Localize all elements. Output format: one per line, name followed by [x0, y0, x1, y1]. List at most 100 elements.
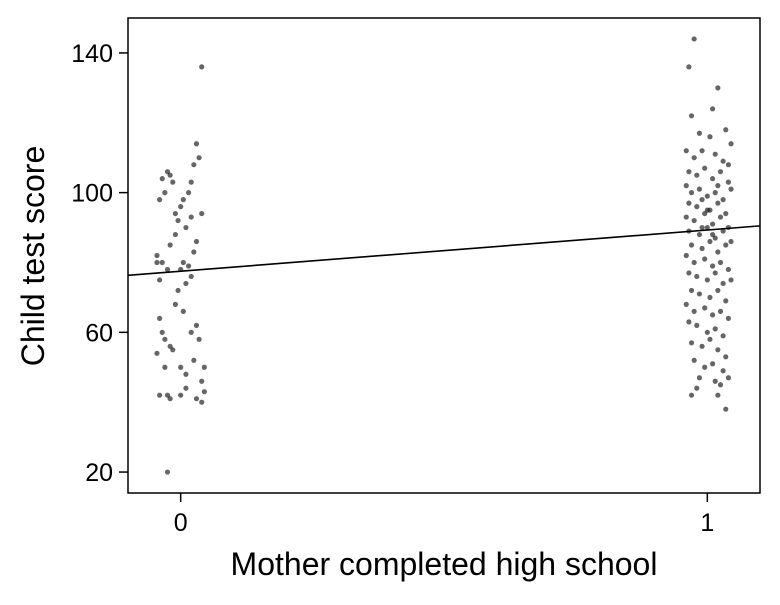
data-point-group-0 — [154, 350, 160, 356]
data-point-group-0 — [193, 141, 200, 147]
data-point-group-0 — [162, 190, 168, 196]
data-point-group-0 — [191, 249, 197, 255]
data-point-group-1 — [707, 238, 713, 245]
data-point-group-0 — [175, 217, 181, 224]
data-point-group-1 — [720, 368, 726, 374]
data-point-group-1 — [688, 242, 695, 248]
data-point-group-1 — [707, 134, 713, 140]
data-point-group-1 — [712, 378, 718, 384]
data-point-group-1 — [715, 85, 721, 91]
data-point-group-1 — [725, 266, 732, 273]
data-point-group-1 — [688, 190, 695, 196]
data-point-group-1 — [699, 197, 705, 203]
data-point-group-1 — [696, 231, 703, 238]
y-tick-label: 20 — [85, 459, 113, 487]
data-point-group-0 — [199, 64, 205, 70]
data-point-group-0 — [180, 197, 186, 203]
data-point-group-0 — [167, 396, 173, 402]
data-point-group-0 — [185, 190, 192, 196]
data-point-group-0 — [164, 469, 171, 475]
data-points — [154, 36, 734, 475]
data-point-group-0 — [199, 399, 205, 405]
data-point-group-0 — [172, 301, 178, 307]
data-point-group-1 — [704, 277, 710, 283]
y-axis: 20 60 100 140 — [71, 40, 128, 487]
data-point-group-1 — [696, 130, 703, 136]
data-point-group-1 — [694, 385, 700, 391]
data-point-group-1 — [723, 406, 729, 412]
data-point-group-1 — [694, 273, 700, 280]
data-point-group-0 — [162, 364, 168, 370]
y-tick-label: 100 — [71, 180, 113, 208]
data-point-group-1 — [696, 291, 703, 297]
data-point-group-0 — [196, 155, 202, 161]
data-point-group-1 — [717, 259, 724, 266]
data-point-group-0 — [159, 259, 165, 266]
data-point-group-0 — [183, 371, 189, 377]
data-point-group-0 — [180, 259, 186, 266]
data-point-group-1 — [688, 392, 695, 398]
data-point-group-1 — [686, 270, 692, 276]
data-point-group-1 — [715, 287, 721, 294]
data-point-group-1 — [694, 172, 700, 178]
data-point-group-1 — [712, 326, 718, 332]
data-point-group-1 — [717, 382, 724, 388]
data-point-group-0 — [188, 179, 194, 185]
data-point-group-1 — [725, 315, 732, 321]
data-point-group-1 — [710, 221, 716, 227]
data-point-group-0 — [172, 210, 178, 217]
data-point-group-0 — [188, 214, 194, 220]
data-point-group-0 — [154, 259, 160, 266]
data-point-group-1 — [707, 336, 713, 342]
data-point-group-1 — [704, 329, 710, 335]
data-point-group-1 — [694, 322, 700, 328]
data-point-group-1 — [712, 151, 718, 157]
data-point-group-1 — [702, 364, 708, 370]
data-point-group-1 — [728, 141, 734, 147]
data-point-group-0 — [199, 378, 205, 384]
data-point-group-1 — [683, 183, 689, 189]
data-point-group-0 — [157, 277, 163, 283]
data-point-group-1 — [710, 231, 716, 238]
data-point-group-0 — [183, 280, 189, 287]
data-point-group-1 — [717, 169, 724, 175]
data-point-group-1 — [704, 193, 710, 199]
data-point-group-0 — [167, 172, 173, 178]
data-point-group-1 — [691, 36, 697, 42]
data-point-group-0 — [193, 396, 200, 402]
data-point-group-0 — [178, 392, 184, 398]
data-point-group-1 — [683, 214, 689, 220]
data-point-group-1 — [710, 176, 716, 182]
data-point-group-1 — [699, 343, 705, 349]
data-point-group-1 — [683, 301, 689, 307]
data-point-group-0 — [162, 336, 168, 342]
data-point-group-0 — [172, 231, 178, 238]
data-point-group-1 — [702, 305, 708, 311]
data-point-group-0 — [167, 242, 173, 248]
data-point-group-1 — [686, 319, 692, 325]
data-point-group-1 — [688, 287, 695, 294]
data-point-group-0 — [193, 238, 200, 245]
data-point-group-1 — [707, 294, 713, 301]
data-point-group-0 — [188, 329, 194, 335]
data-point-group-0 — [154, 252, 160, 259]
regression-line-layer — [127, 225, 761, 277]
data-point-group-0 — [191, 162, 197, 168]
data-point-group-1 — [720, 197, 726, 203]
data-point-group-0 — [199, 210, 205, 217]
data-point-group-1 — [725, 375, 732, 381]
data-point-group-1 — [683, 252, 689, 259]
y-tick-label: 140 — [71, 40, 113, 68]
data-point-group-1 — [720, 228, 726, 234]
data-point-group-1 — [710, 263, 716, 269]
data-point-group-1 — [723, 298, 729, 304]
data-point-group-1 — [725, 179, 732, 185]
data-point-group-1 — [728, 186, 734, 192]
data-point-group-1 — [723, 354, 729, 360]
data-point-group-1 — [686, 169, 692, 175]
x-axis-title: Mother completed high school — [231, 546, 658, 582]
data-point-group-1 — [691, 155, 697, 161]
